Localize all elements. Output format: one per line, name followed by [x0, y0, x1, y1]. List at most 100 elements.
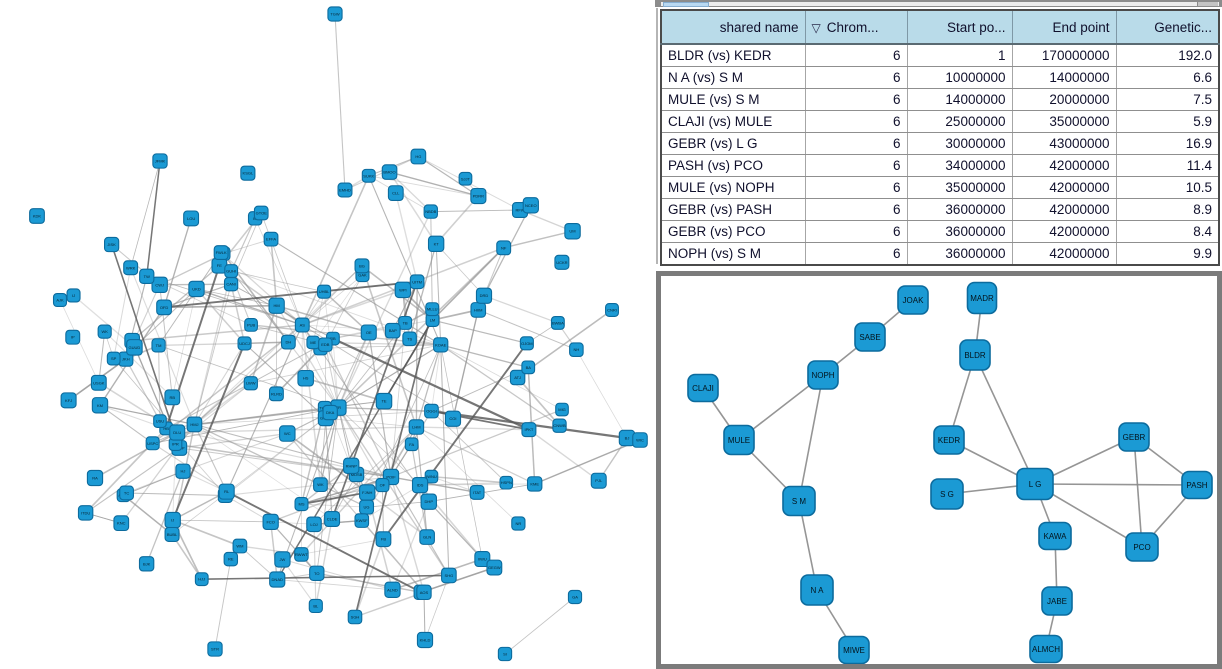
column-header-chrom[interactable]: ▽ Chrom... [804, 9, 908, 45]
network-node[interactable]: LOJ [306, 516, 322, 533]
table-cell[interactable]: 10000000 [906, 66, 1013, 89]
network-edge[interactable] [270, 238, 441, 346]
network-edge[interactable] [230, 218, 256, 272]
network-edge[interactable] [301, 175, 370, 326]
subnetwork-node[interactable]: NOPH [807, 360, 839, 390]
table-row[interactable]: GEBR (vs) PCO 6 36000000 42000000 8.4 [660, 220, 1220, 243]
table-cell[interactable]: 6 [804, 88, 908, 111]
network-node[interactable]: STR [207, 641, 223, 657]
subnetwork-node[interactable]: KAWA [1038, 521, 1072, 551]
network-edge[interactable] [440, 344, 483, 560]
network-node[interactable]: MS [294, 497, 309, 512]
network-edge[interactable] [354, 591, 425, 618]
table-cell[interactable]: 6 [804, 154, 908, 177]
network-node[interactable]: GA [567, 589, 583, 605]
network-node[interactable]: OJOM [519, 336, 534, 351]
network-edge[interactable] [276, 407, 339, 580]
network-edge[interactable] [390, 322, 406, 477]
network-node[interactable]: FCO [262, 513, 279, 531]
network-node[interactable]: BL [308, 598, 323, 614]
subnetwork-edge[interactable] [1133, 436, 1143, 548]
network-node[interactable]: WRK [123, 260, 139, 276]
network-edge[interactable] [301, 265, 363, 326]
network-node[interactable]: JW [274, 551, 291, 568]
network-edge[interactable] [250, 305, 278, 384]
network-edge[interactable] [302, 289, 404, 326]
table-row[interactable]: CLAJI (vs) MULE 6 25000000 35000000 5.9 [660, 110, 1220, 133]
network-node[interactable]: TE [375, 392, 393, 410]
table-cell[interactable]: 6 [804, 242, 908, 266]
table-cell[interactable]: 9.9 [1115, 242, 1220, 266]
network-edge[interactable] [104, 331, 173, 398]
network-edge[interactable] [324, 344, 339, 408]
network-edge[interactable] [171, 288, 197, 398]
subnetwork-node[interactable]: PCO [1125, 532, 1159, 562]
network-node[interactable]: IPR [168, 437, 183, 452]
network-edge[interactable] [338, 407, 421, 486]
network-node[interactable]: FB [375, 531, 392, 548]
network-edge[interactable] [94, 431, 178, 479]
network-node[interactable]: USPC [145, 436, 160, 451]
table-cell[interactable]: GEBR (vs) L G [660, 132, 806, 155]
network-node[interactable]: DNAD [269, 571, 286, 588]
network-edge[interactable] [361, 520, 425, 593]
network-edge[interactable] [337, 407, 450, 576]
network-node[interactable]: FWLK [213, 245, 229, 261]
network-node[interactable]: SJJT [458, 171, 473, 186]
network-node[interactable]: CLDE [324, 510, 341, 527]
table-cell[interactable]: 36000000 [906, 242, 1013, 266]
network-edge[interactable] [270, 239, 278, 306]
network-node[interactable]: RLRD [268, 386, 284, 402]
network-edge[interactable] [172, 444, 176, 521]
network-node[interactable]: BUBL [164, 526, 180, 542]
table-row[interactable]: BLDR (vs) KEDR 6 1 170000000 192.0 [660, 43, 1220, 67]
network-node[interactable]: LOU [183, 210, 200, 227]
table-cell[interactable]: 6 [804, 220, 908, 243]
network-edge[interactable] [390, 476, 478, 494]
network-edge[interactable] [329, 344, 442, 414]
table-cell[interactable]: CLAJI (vs) MULE [660, 110, 806, 133]
table-cell[interactable]: 10.5 [1115, 176, 1220, 199]
network-node[interactable]: UDCJ [237, 336, 252, 351]
network-node[interactable]: LWW [243, 376, 258, 391]
network-edge[interactable] [337, 407, 352, 466]
network-node[interactable]: WK [313, 477, 328, 493]
network-edge[interactable] [270, 521, 318, 574]
network-node[interactable]: NF [496, 240, 512, 256]
network-node[interactable]: FJNH [359, 484, 376, 501]
network-node[interactable]: KM [91, 397, 109, 414]
network-edge[interactable] [416, 426, 519, 524]
network-node[interactable]: KME [526, 476, 543, 492]
table-cell[interactable]: 14000000 [1011, 66, 1117, 89]
table-cell[interactable]: 6.6 [1115, 66, 1220, 89]
network-edge[interactable] [301, 538, 384, 555]
network-edge[interactable] [323, 291, 370, 334]
network-node[interactable]: IDS [411, 476, 429, 494]
network-node[interactable]: HJ [175, 463, 191, 479]
network-node[interactable]: HMJ [186, 416, 203, 433]
subnetwork-node[interactable]: S M [782, 485, 816, 517]
network-edge[interactable] [94, 431, 178, 479]
network-edge[interactable] [194, 410, 432, 425]
network-node[interactable]: IIWU [474, 551, 491, 568]
network-node[interactable]: GUHI [224, 264, 239, 278]
network-node[interactable]: PJL [590, 472, 607, 489]
network-node[interactable]: BG [354, 258, 370, 274]
network-node[interactable]: UCKR [554, 254, 570, 270]
network-node[interactable]: TW [139, 268, 155, 284]
network-edge[interactable] [534, 439, 641, 485]
network-edge[interactable] [113, 267, 132, 359]
network-edge[interactable] [332, 337, 530, 431]
network-node[interactable]: FA [404, 437, 419, 452]
network-edge[interactable] [366, 501, 429, 508]
network-edge[interactable] [193, 270, 232, 425]
network-edge[interactable] [194, 382, 252, 425]
network-edge[interactable] [395, 192, 418, 282]
network-edge[interactable] [390, 476, 450, 576]
network-edge[interactable] [282, 558, 393, 591]
network-edge[interactable] [431, 476, 478, 493]
network-edge[interactable] [193, 424, 228, 492]
network-edge[interactable] [175, 382, 252, 445]
network-edge[interactable] [163, 218, 192, 308]
network-edge[interactable] [98, 382, 161, 422]
